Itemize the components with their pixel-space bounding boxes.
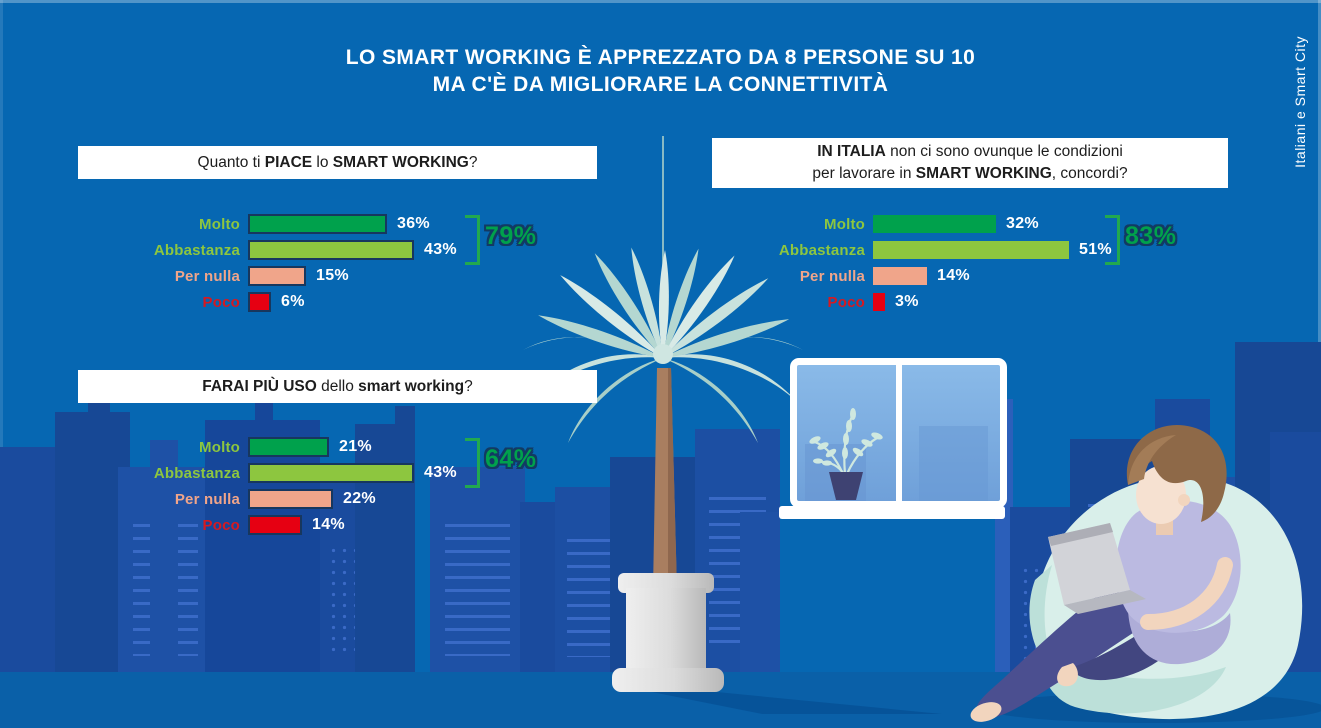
category-label: Molto (199, 438, 240, 456)
chart-row: Molto 32% (703, 214, 1112, 234)
top2-total: 64% (485, 445, 537, 473)
window-icon (790, 358, 1007, 508)
chart-row: Poco 3% (703, 292, 1112, 312)
value-label: 21% (339, 438, 372, 455)
value-bar (248, 515, 302, 535)
value-label: 43% (424, 464, 457, 481)
chart-rows: Molto 21% Abbastanza 43% Per nulla 22% Poco 14% (78, 437, 457, 535)
person-on-beanbag-icon (970, 424, 1321, 723)
top2-bracket-icon (465, 438, 480, 488)
value-bar (248, 240, 414, 260)
value-bar (248, 489, 333, 509)
top2-bracket-icon (1105, 215, 1120, 265)
chart-row: Poco 14% (78, 515, 457, 535)
value-bar (248, 292, 271, 312)
value-label: 15% (316, 267, 349, 284)
value-bar (248, 437, 329, 457)
question-box-italia: IN ITALIA non ci sono ovunque le condizi… (712, 138, 1228, 188)
value-bar (873, 215, 996, 233)
value-bar (248, 463, 414, 483)
chart-row: Per nulla 22% (78, 489, 457, 509)
category-label: Poco (202, 516, 240, 534)
question-box-farai: FARAI PIÙ USO dello smart working? (78, 370, 597, 403)
question-text: FARAI PIÙ USO dello smart working? (202, 377, 473, 395)
value-label: 6% (281, 293, 305, 310)
category-label: Molto (824, 215, 865, 233)
palm-plant-icon (523, 136, 803, 692)
windowsill (779, 506, 1005, 519)
question-box-piace: Quanto ti PIACE lo SMART WORKING? (78, 146, 597, 179)
category-label: Per nulla (174, 490, 240, 508)
chart-row: Abbastanza 43% (78, 240, 457, 260)
value-label: 14% (937, 267, 970, 284)
value-bar (248, 214, 387, 234)
chart-row: Per nulla 14% (703, 266, 1112, 286)
value-label: 22% (343, 490, 376, 507)
chart-piace: Molto 36% Abbastanza 43% Per nulla 15% Poco 6% … (78, 214, 536, 318)
chart-row: Molto 21% (78, 437, 457, 457)
title-line-1: LO SMART WORKING È APPREZZATO DA 8 PERSO… (345, 46, 976, 69)
value-bar (873, 293, 885, 311)
chart-rows: Molto 36% Abbastanza 43% Per nulla 15% Poco 6% (78, 214, 457, 312)
window-plant-icon (809, 408, 883, 500)
category-label: Abbastanza (153, 464, 240, 482)
chart-farai: Molto 21% Abbastanza 43% Per nulla 22% Poco 14%… (78, 437, 536, 541)
chart-italia: Molto 32% Abbastanza 51% Per nulla 14% Poco 3% … (703, 214, 1176, 318)
value-bar (873, 241, 1069, 259)
value-bar (248, 266, 306, 286)
chart-rows: Molto 32% Abbastanza 51% Per nulla 14% Poco 3% (703, 214, 1112, 312)
building-icon (740, 512, 780, 672)
value-label: 43% (424, 241, 457, 258)
side-label: Italiani e Smart City (1292, 36, 1308, 168)
category-label: Per nulla (174, 267, 240, 285)
chart-row: Molto 36% (78, 214, 457, 234)
value-label: 36% (397, 215, 430, 232)
value-label: 14% (312, 516, 345, 533)
window-divider (895, 365, 902, 501)
value-bar (873, 267, 927, 285)
building-icon (430, 467, 525, 672)
category-label: Abbastanza (153, 241, 240, 259)
top2-total: 83% (1125, 222, 1177, 250)
top2-total: 79% (485, 222, 537, 250)
category-label: Abbastanza (778, 241, 865, 259)
page-title: LO SMART WORKING È APPREZZATO DA 8 PERSO… (0, 44, 1321, 98)
window-view-building (918, 426, 988, 501)
building-icon (88, 395, 110, 672)
title-line-2: MA C'È DA MIGLIORARE LA CONNETTIVITÀ (432, 73, 889, 96)
category-label: Poco (827, 293, 865, 311)
building-icon (150, 440, 178, 672)
category-label: Molto (199, 215, 240, 233)
category-label: Poco (202, 293, 240, 311)
category-label: Per nulla (799, 267, 865, 285)
question-text: Quanto ti PIACE lo SMART WORKING? (197, 153, 478, 171)
value-label: 3% (895, 293, 919, 310)
chart-row: Poco 6% (78, 292, 457, 312)
chart-row: Abbastanza 51% (703, 240, 1112, 260)
question-text: IN ITALIA non ci sono ovunque le condizi… (812, 143, 1128, 182)
value-label: 51% (1079, 241, 1112, 258)
chart-row: Per nulla 15% (78, 266, 457, 286)
value-label: 32% (1006, 215, 1039, 232)
chart-row: Abbastanza 43% (78, 463, 457, 483)
top2-bracket-icon (465, 215, 480, 265)
